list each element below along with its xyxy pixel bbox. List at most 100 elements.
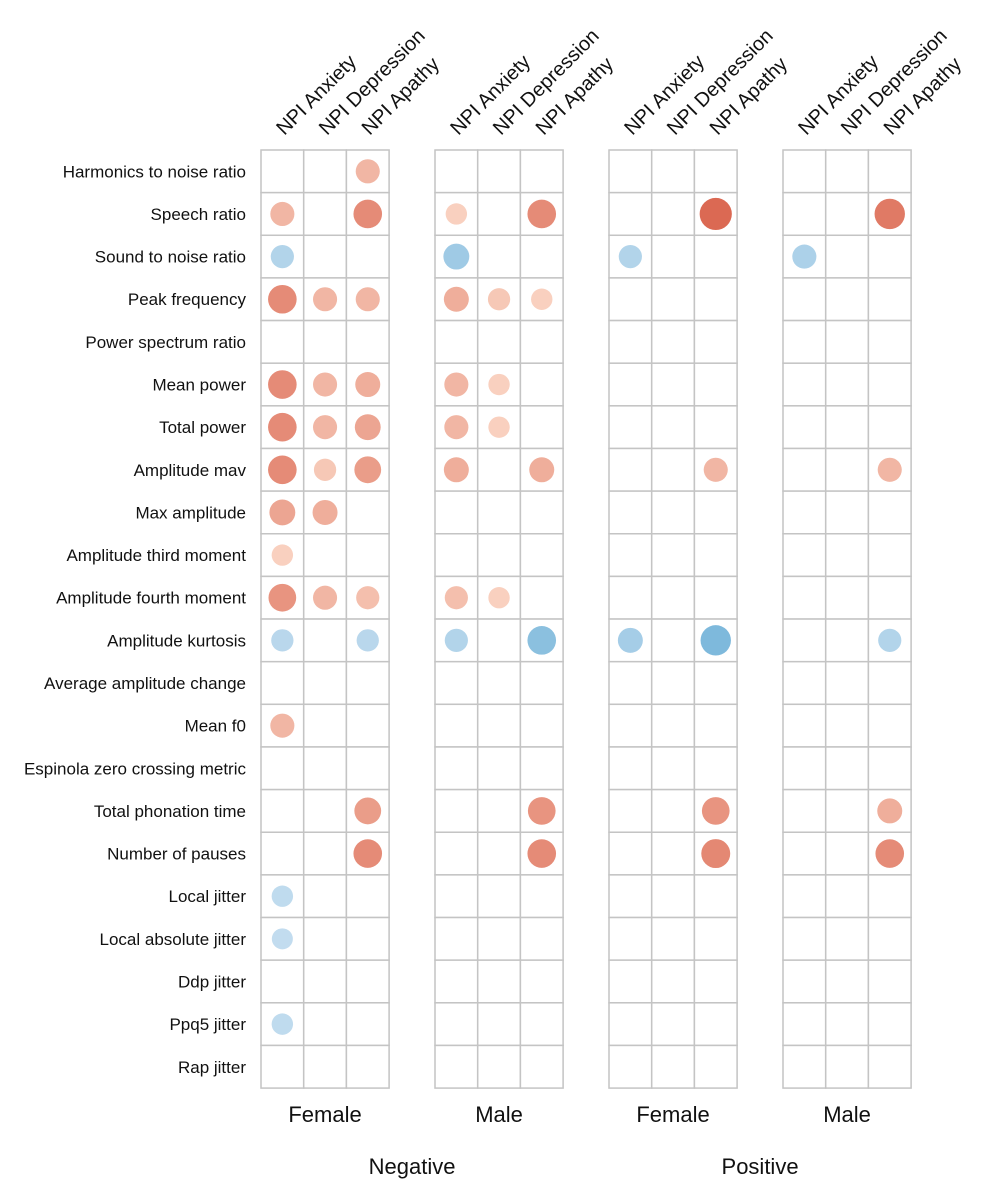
grid-cell	[650, 362, 696, 407]
grid-cell	[302, 874, 348, 919]
panel-group-label: Male	[823, 1102, 871, 1127]
row-label: Harmonics to noise ratio	[63, 162, 246, 181]
grid-cell	[650, 788, 696, 833]
grid-cell	[693, 234, 738, 279]
grid-cell	[867, 746, 912, 791]
correlation-dot	[444, 628, 468, 652]
grid-cell	[650, 234, 696, 279]
grid-cell	[434, 1044, 479, 1089]
correlation-dot	[488, 416, 510, 438]
grid-cell	[519, 490, 564, 535]
grid-cell	[345, 319, 390, 364]
grid-cell	[476, 660, 522, 706]
grid-cell	[260, 660, 305, 706]
correlation-dot	[877, 798, 903, 824]
grid-cell	[867, 874, 912, 919]
grid-cell	[476, 746, 522, 791]
grid-cell	[782, 490, 827, 535]
grid-cell	[693, 533, 738, 578]
grid-cell	[867, 1044, 912, 1089]
grid-cell	[824, 533, 870, 578]
grid-layer	[260, 149, 912, 1089]
grid-cell	[824, 149, 870, 194]
correlation-dot	[268, 455, 297, 485]
grid-cell	[260, 319, 305, 364]
grid-cell	[345, 874, 390, 919]
grid-cell	[782, 618, 827, 663]
grid-cell	[302, 1044, 348, 1089]
grid-cell	[650, 831, 696, 876]
grid-cell	[824, 447, 870, 492]
row-label: Espinola zero crossing metric	[24, 759, 247, 778]
grid-cell	[650, 447, 696, 492]
grid-cell	[302, 788, 348, 833]
grid-cell	[782, 788, 827, 833]
grid-cell	[824, 746, 870, 791]
grid-cell	[867, 234, 912, 279]
grid-cell	[824, 490, 870, 535]
grid-cell	[519, 874, 564, 919]
grid-cell	[693, 319, 738, 364]
grid-cell	[476, 490, 522, 535]
correlation-dot	[355, 372, 381, 398]
correlation-dot	[877, 457, 902, 482]
grid-cell	[650, 575, 696, 620]
grid-cell	[302, 191, 348, 237]
grid-cell	[608, 362, 653, 407]
grid-cell	[867, 660, 912, 706]
correlation-dot	[527, 839, 557, 868]
correlation-dot	[354, 797, 382, 825]
grid-cell	[693, 660, 738, 706]
grid-cell	[782, 277, 827, 322]
correlation-dot	[617, 627, 643, 653]
grid-cell	[519, 149, 564, 194]
grid-cell	[608, 447, 653, 492]
grid-cell	[519, 1002, 564, 1047]
grid-cell	[519, 1044, 564, 1089]
row-label: Mean power	[152, 376, 246, 395]
grid-cell	[824, 618, 870, 663]
grid-cell	[650, 703, 696, 748]
row-label: Mean f0	[185, 717, 246, 736]
grid-cell	[260, 831, 305, 876]
grid-cell	[693, 149, 738, 194]
correlation-dot	[270, 201, 295, 227]
grid-cell	[476, 618, 522, 663]
grid-cell	[650, 533, 696, 578]
grid-cell	[650, 746, 696, 791]
grid-cell	[824, 405, 870, 450]
correlation-dot	[271, 629, 294, 652]
correlation-dot	[443, 286, 469, 312]
grid-cell	[824, 831, 870, 876]
grid-cell	[867, 959, 912, 1004]
grid-cell	[782, 1002, 827, 1047]
correlation-dot	[354, 414, 381, 441]
grid-cell	[867, 575, 912, 620]
grid-cell	[824, 874, 870, 919]
grid-cell	[608, 490, 653, 535]
correlation-dot	[699, 197, 732, 231]
grid-cell	[345, 533, 390, 578]
grid-cell	[519, 575, 564, 620]
grid-cell	[693, 703, 738, 748]
grid-cell	[782, 746, 827, 791]
grid-cell	[476, 149, 522, 194]
grid-cell	[345, 1002, 390, 1047]
grid-cell	[693, 362, 738, 407]
grid-cell	[693, 1044, 738, 1089]
correlation-dot	[527, 199, 557, 229]
grid-cell	[476, 191, 522, 237]
grid-cell	[302, 319, 348, 364]
grid-cell	[782, 703, 827, 748]
grid-cell	[824, 1002, 870, 1047]
grid-cell	[476, 533, 522, 578]
grid-cell	[434, 660, 479, 706]
grid-cell	[782, 319, 827, 364]
grid-cell	[434, 490, 479, 535]
panel-group-label: Female	[288, 1102, 361, 1127]
grid-cell	[302, 618, 348, 663]
grid-cell	[650, 916, 696, 961]
grid-cell	[345, 1044, 390, 1089]
grid-cell	[476, 874, 522, 919]
grid-cell	[302, 1002, 348, 1047]
